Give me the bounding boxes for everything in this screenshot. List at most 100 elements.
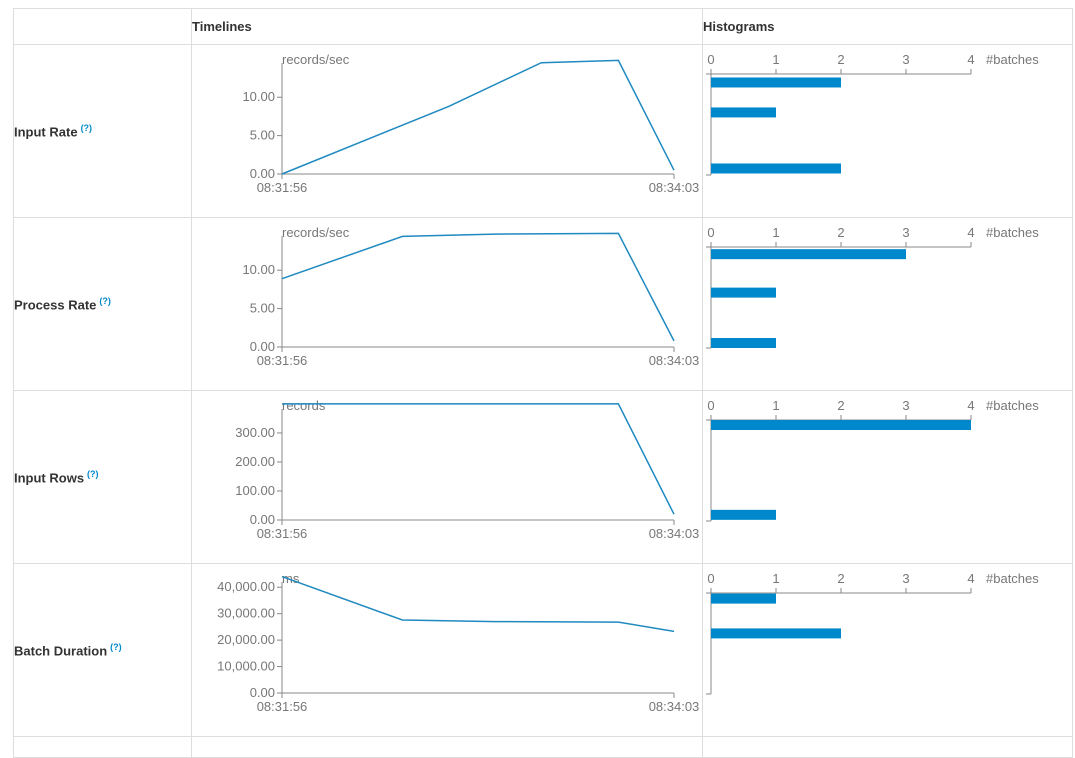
histogram-bar	[711, 77, 841, 88]
x-axis-label: #batches	[986, 52, 1039, 67]
x-tick-label: 2	[837, 52, 844, 67]
x-tick-label: 1	[772, 571, 779, 586]
y-tick-label: 0.00	[250, 339, 275, 354]
x-tick-label: 1	[772, 52, 779, 67]
x-tick-label: 2	[837, 225, 844, 240]
timeline-cell: records/sec 0.00 5.00 10.00 08:31:56 08:34:03	[191, 217, 703, 391]
histograms-header: Histograms	[702, 8, 1073, 45]
histogram-cell: 0 1 2 3 4 #batches	[702, 563, 1073, 737]
y-tick-label: 10.00	[242, 262, 275, 277]
y-tick-label: 5.00	[250, 301, 275, 316]
metric-name: Input Rate	[14, 124, 78, 140]
y-unit-label: records/sec	[282, 52, 350, 67]
x-tick-label: 0	[707, 52, 714, 67]
next-metric-row	[13, 736, 1073, 758]
timeline-cell: records 0.00 100.00 200.00 300.00 08:31:56 08:…	[191, 390, 703, 564]
x-tick-label: 08:34:03	[649, 526, 700, 541]
empty-cell	[191, 736, 703, 758]
y-tick-label: 40,000.00	[217, 579, 275, 594]
timeline-series-line	[281, 59, 675, 175]
histogram-bar	[711, 287, 776, 298]
help-icon[interactable]: (?)	[87, 468, 99, 479]
y-tick-label: 0.00	[250, 166, 275, 181]
empty-header-cell	[13, 8, 192, 45]
timeline-chart-input-rows[interactable]: records 0.00 100.00 200.00 300.00 08:31:56 08:…	[192, 391, 702, 563]
empty-cell	[13, 736, 192, 758]
x-tick-label: 2	[837, 398, 844, 413]
x-tick-label: 08:34:03	[649, 699, 700, 714]
histogram-chart-process-rate[interactable]: 0 1 2 3 4 #batches	[703, 218, 1072, 390]
metric-name: Process Rate	[14, 297, 97, 313]
histogram-bar	[711, 163, 841, 174]
x-tick-label: 3	[902, 225, 909, 240]
histogram-bar	[711, 249, 906, 260]
x-tick-label: 08:31:56	[257, 180, 308, 195]
histogram-bar	[711, 107, 776, 118]
timeline-chart-batch-duration[interactable]: ms 0.00 10,000.00 20,000.00 30,000.00 40,000.…	[192, 564, 702, 736]
x-tick-label: 4	[967, 571, 974, 586]
y-tick-label: 5.00	[250, 128, 275, 143]
y-tick-label: 0.00	[250, 512, 275, 527]
metric-label-cell: Process Rate (?)	[13, 217, 192, 391]
histogram-bar	[711, 628, 841, 639]
histogram-chart-input-rate[interactable]: 0 1 2 3 4 #batches	[703, 45, 1072, 217]
timeline-cell: ms 0.00 10,000.00 20,000.00 30,000.00 40,000.…	[191, 563, 703, 737]
x-tick-label: 1	[772, 398, 779, 413]
histogram-bar	[711, 338, 776, 348]
x-tick-label: 1	[772, 225, 779, 240]
x-tick-label: 0	[707, 225, 714, 240]
y-tick-label: 200.00	[235, 454, 275, 469]
x-tick-label: 08:31:56	[257, 526, 308, 541]
help-icon[interactable]: (?)	[80, 122, 93, 133]
empty-cell	[702, 736, 1073, 758]
x-tick-label: 0	[707, 571, 714, 586]
table-header-row: Timelines Histograms	[13, 8, 1073, 45]
metric-label-cell: Input Rate (?)	[13, 44, 192, 218]
metric-name: Input Rows	[14, 470, 85, 486]
x-tick-label: 3	[902, 571, 909, 586]
timeline-series-line	[281, 575, 675, 633]
x-tick-label: 08:31:56	[257, 353, 308, 368]
x-axis-label: #batches	[986, 571, 1039, 586]
histogram-bar	[711, 420, 971, 430]
x-tick-label: 08:34:03	[649, 180, 700, 195]
x-tick-label: 4	[967, 398, 974, 413]
timeline-series-line	[282, 403, 675, 515]
histogram-bar	[711, 509, 776, 520]
x-tick-label: 4	[967, 52, 974, 67]
metric-name: Batch Duration	[14, 643, 108, 659]
metric-row-input-rate: Input Rate (?) records/sec 0.00 5.00 10.00 08…	[13, 44, 1073, 218]
histogram-chart-input-rows[interactable]: 0 1 2 3 4 #batches	[703, 391, 1072, 563]
help-icon[interactable]: (?)	[99, 295, 111, 306]
y-unit-label: records/sec	[282, 225, 350, 240]
histogram-chart-batch-duration[interactable]: 0 1 2 3 4 #batches	[703, 564, 1072, 736]
timeline-chart-process-rate[interactable]: records/sec 0.00 5.00 10.00 08:31:56 08:34:03	[192, 218, 702, 390]
histogram-cell: 0 1 2 3 4 #batches	[702, 390, 1073, 564]
metric-label-cell: Input Rows (?)	[13, 390, 192, 564]
x-tick-label: 3	[902, 398, 909, 413]
metric-row-input-rows: Input Rows (?) records 0.00 100.00 200.00 300…	[13, 390, 1073, 564]
x-tick-label: 4	[967, 225, 974, 240]
timeline-series-line	[281, 232, 675, 342]
timelines-header: Timelines	[191, 8, 703, 45]
help-icon[interactable]: (?)	[110, 641, 122, 652]
x-tick-label: 2	[837, 571, 844, 586]
metric-row-process-rate: Process Rate (?) records/sec 0.00 5.00 10.00…	[13, 217, 1073, 391]
y-unit-label: records	[282, 398, 326, 413]
y-tick-label: 10.00	[242, 89, 275, 104]
y-tick-label: 30,000.00	[217, 606, 275, 621]
statistics-table: Timelines Histograms Input Rate (?) recor…	[13, 8, 1073, 758]
timeline-cell: records/sec 0.00 5.00 10.00 08:31:56 08:34:03	[191, 44, 703, 218]
histogram-cell: 0 1 2 3 4 #batches	[702, 44, 1073, 218]
x-axis-label: #batches	[986, 225, 1039, 240]
y-tick-label: 100.00	[235, 483, 275, 498]
y-tick-label: 10,000.00	[217, 659, 275, 674]
x-tick-label: 08:31:56	[257, 699, 308, 714]
timeline-chart-input-rate[interactable]: records/sec 0.00 5.00 10.00 08:31:56 08:34:03	[192, 45, 702, 217]
y-tick-label: 20,000.00	[217, 632, 275, 647]
x-axis-label: #batches	[986, 398, 1039, 413]
x-tick-label: 08:34:03	[649, 353, 700, 368]
y-tick-label: 0.00	[250, 685, 275, 700]
histogram-cell: 0 1 2 3 4 #batches	[702, 217, 1073, 391]
